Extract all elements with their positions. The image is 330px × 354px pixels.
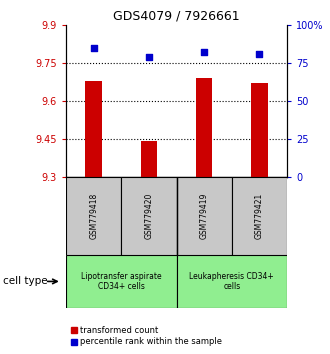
Bar [177,255,287,308]
Bar [141,142,157,177]
Bar [177,177,232,255]
Text: GSM779421: GSM779421 [255,193,264,239]
Bar [232,177,287,255]
Legend: transformed count, percentile rank within the sample: transformed count, percentile rank withi… [67,322,225,350]
Point [91,45,96,51]
Bar [251,83,268,177]
Bar [66,177,121,255]
Text: Leukapheresis CD34+
cells: Leukapheresis CD34+ cells [189,272,274,291]
Text: Lipotransfer aspirate
CD34+ cells: Lipotransfer aspirate CD34+ cells [81,272,162,291]
Text: GSM779420: GSM779420 [145,193,153,239]
Bar [196,78,213,177]
Text: GSM779418: GSM779418 [89,193,98,239]
Bar [66,255,177,308]
Text: GSM779419: GSM779419 [200,193,209,239]
Title: GDS4079 / 7926661: GDS4079 / 7926661 [113,9,240,22]
Point [257,51,262,57]
Text: cell type: cell type [3,276,48,286]
Bar [121,177,177,255]
Bar [85,81,102,177]
Point [202,49,207,55]
Point [146,54,151,59]
